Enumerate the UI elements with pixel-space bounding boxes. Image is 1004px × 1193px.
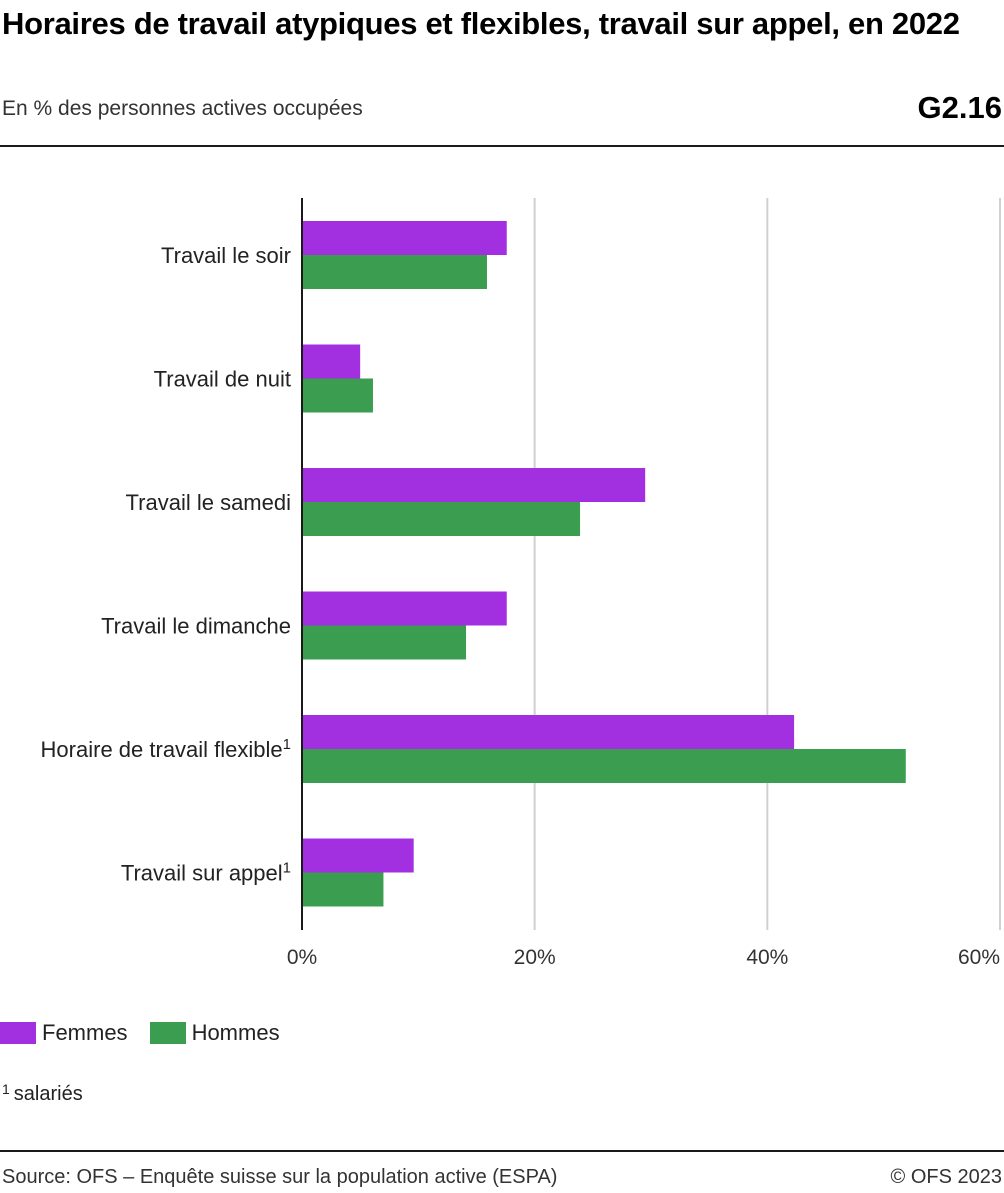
bar-hommes bbox=[302, 502, 581, 536]
x-tick-label: 60% bbox=[958, 946, 1000, 969]
chart-title: Horaires de travail atypiques et flexibl… bbox=[2, 6, 960, 41]
legend-item-femmes: Femmes bbox=[0, 1020, 128, 1046]
x-tick-label: 20% bbox=[514, 946, 556, 969]
footnote-marker: 1 bbox=[2, 1081, 10, 1097]
bottom-rule bbox=[0, 1150, 1004, 1152]
x-tick-label: 0% bbox=[287, 946, 317, 969]
category-label: Travail de nuit bbox=[154, 367, 291, 392]
bar-femmes bbox=[302, 468, 646, 502]
bar-femmes bbox=[302, 838, 414, 873]
bar-femmes bbox=[302, 221, 507, 255]
legend-label-hommes: Hommes bbox=[191, 1020, 280, 1045]
bar-chart: 0% 20% 40% 60% Travail le soir Travail de nui… bbox=[41, 198, 1001, 969]
bar-femmes bbox=[302, 591, 507, 626]
category-label: Travail le samedi bbox=[126, 490, 291, 515]
bar-hommes bbox=[302, 255, 487, 289]
footnote-text: salariés bbox=[13, 1083, 83, 1105]
source-text: Source: OFS – Enquête suisse sur la popu… bbox=[2, 1166, 558, 1188]
bar-femmes bbox=[302, 715, 795, 749]
x-tick-label: 40% bbox=[746, 946, 788, 969]
copyright-text: © OFS 2023 bbox=[890, 1166, 1002, 1188]
legend: Femmes Hommes bbox=[0, 1020, 302, 1046]
chart-code: G2.16 bbox=[917, 90, 1002, 125]
footnote: 1 salariés bbox=[2, 1081, 83, 1106]
legend-swatch-femmes bbox=[0, 1022, 36, 1044]
category-label: Travail le soir bbox=[161, 243, 291, 268]
legend-swatch-hommes bbox=[149, 1022, 186, 1044]
bar-hommes bbox=[302, 625, 467, 660]
bar-hommes bbox=[302, 378, 373, 413]
category-label: Travail sur appel1 bbox=[121, 860, 291, 886]
bar-hommes bbox=[302, 872, 384, 907]
chart-subtitle: En % des personnes actives occupées bbox=[2, 97, 363, 120]
category-label: Horaire de travail flexible1 bbox=[41, 736, 291, 762]
top-rule bbox=[0, 145, 1004, 147]
legend-item-hommes: Hommes bbox=[149, 1020, 280, 1046]
legend-label-femmes: Femmes bbox=[42, 1020, 128, 1045]
category-label: Travail le dimanche bbox=[101, 614, 291, 639]
bar-femmes bbox=[302, 344, 361, 379]
bar-hommes bbox=[302, 749, 906, 783]
